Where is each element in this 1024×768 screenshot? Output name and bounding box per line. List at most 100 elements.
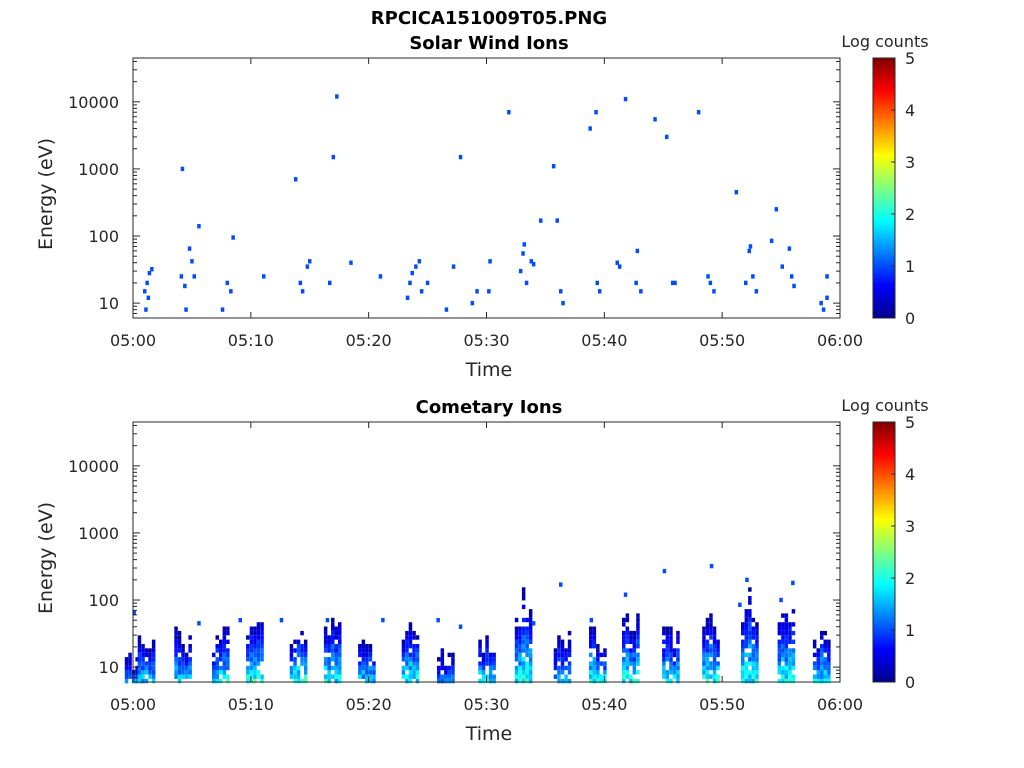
data-cell [705,626,710,631]
data-cell [253,657,257,662]
data-cell [437,674,441,679]
data-cell [712,648,717,653]
data-cell [751,626,756,631]
data-cell [440,674,445,679]
data-cell [215,665,219,671]
data-cell [676,639,680,644]
data-cell [177,665,182,671]
data-cell [744,678,749,684]
data-cell [440,665,445,671]
data-cell [260,678,264,684]
data-cell [174,635,178,640]
data-cell [636,630,640,636]
data-cell [246,674,250,679]
data-cell [622,617,626,623]
data-cell [174,648,178,653]
data-cell [636,652,640,658]
data-cell [625,670,630,675]
data-cell [781,613,785,618]
data-cell [212,652,216,658]
data-cell [823,639,827,644]
data-cell [629,630,633,636]
data-cell [622,635,626,640]
data-cell [253,665,257,671]
data-cell [561,300,565,306]
data-cell [709,674,713,679]
data-cell [823,644,827,649]
data-cell [784,617,789,623]
data-cell [148,652,152,658]
cometary-xlabel: Time [465,723,513,745]
data-cell [521,591,526,596]
data-cell [451,264,456,269]
data-cell [774,207,779,212]
data-cell [293,670,297,675]
data-cell [748,674,752,679]
data-cell [525,630,529,636]
colorbar-tick-label: 2 [905,205,915,224]
data-cell [408,639,413,644]
data-cell [622,674,626,679]
data-cell [744,665,749,671]
data-cell [124,661,129,666]
data-cell [181,648,185,653]
data-cell [665,652,670,658]
data-cell [599,661,604,666]
data-cell [705,644,710,649]
data-cell [629,639,633,644]
data-cell [524,280,529,286]
data-cell [137,657,142,662]
data-cell [131,678,136,684]
data-cell [260,657,264,662]
data-cell [331,635,335,640]
data-cell [525,644,529,649]
data-cell [488,661,493,666]
data-cell [124,674,129,679]
data-cell [629,657,633,662]
data-cell [755,639,759,644]
data-cell [327,635,331,640]
data-cell [253,630,257,636]
data-cell [755,626,759,631]
data-cell [751,665,756,671]
data-cell [662,657,666,662]
data-cell [303,674,308,679]
data-cell [128,661,132,666]
data-cell [481,674,486,679]
data-cell [514,648,519,653]
data-cell [338,657,342,662]
data-cell [219,678,223,684]
data-cell [365,661,369,666]
data-cell [557,652,561,658]
data-cell [475,289,479,294]
data-cell [414,264,418,269]
data-cell [144,648,149,653]
data-cell [181,644,185,649]
data-cell [401,652,406,658]
data-cell [518,661,522,666]
data-cell [368,652,373,658]
data-cell [672,674,677,679]
solar-wind-colorbar: 0 1 2 3 4 5 [872,49,915,328]
data-cell [741,670,745,675]
data-cell [184,307,188,312]
data-cell [303,648,308,653]
data-cell [485,648,489,653]
data-cell [592,644,597,649]
data-cell [712,657,717,662]
data-cell [222,630,227,636]
data-cell [791,609,796,614]
data-cell [777,622,782,627]
data-cell [589,618,594,623]
data-cell [553,674,558,679]
data-cell [144,307,148,312]
data-cell [784,674,789,679]
data-cell [755,622,759,627]
data-cell [147,270,152,276]
data-cell [748,652,752,658]
data-cell [197,621,201,626]
data-cell [784,657,789,662]
data-cell [137,635,142,640]
data-cell [327,639,331,644]
data-cell [788,678,792,684]
